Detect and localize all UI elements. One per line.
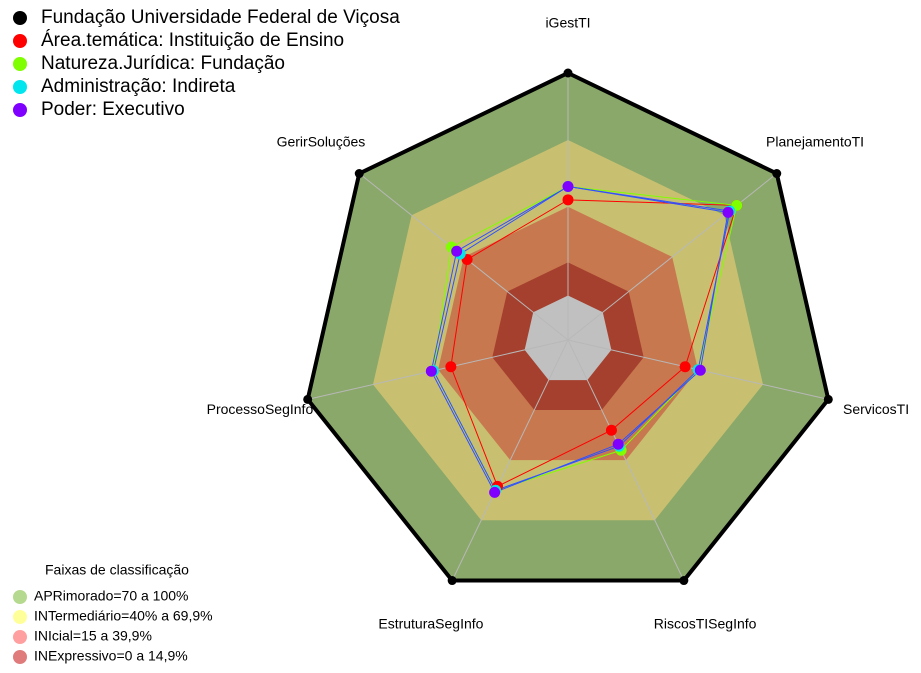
- axis-label: GerirSoluções: [277, 134, 366, 150]
- series-point: [605, 424, 617, 436]
- legend-label: Poder: Executivo: [41, 99, 185, 120]
- legend-label: Fundação Universidade Federal de Viçosa: [41, 7, 400, 28]
- series-point: [425, 365, 437, 377]
- axis-label: ProcessoSegInfo: [207, 401, 314, 417]
- legend-marker: [13, 57, 27, 71]
- series-point: [562, 194, 574, 206]
- series-point: [679, 361, 691, 373]
- series-point: [303, 394, 313, 404]
- bands-legend-label: INTermediário=40% a 69,9%: [34, 608, 213, 624]
- series-point: [772, 169, 782, 179]
- series-point: [451, 245, 463, 257]
- spoke: [567, 173, 778, 341]
- series-point: [679, 576, 689, 586]
- axis-label: iGestTI: [545, 15, 590, 31]
- legend-marker: [13, 11, 27, 25]
- series-point: [445, 361, 457, 373]
- series-point: [823, 394, 833, 404]
- legend-label: Área.temática: Instituição de Ensino: [41, 30, 344, 51]
- legend-marker: [13, 34, 27, 48]
- series-line: [432, 185, 738, 491]
- bands-legend-title: Faixas de classificação: [45, 562, 189, 578]
- series-point: [563, 68, 573, 78]
- series-line: [450, 199, 738, 488]
- bands-legend-marker: [13, 650, 27, 664]
- series-point: [489, 486, 501, 498]
- legend-label: Administração: Indireta: [41, 76, 236, 97]
- axis-label: PlanejamentoTI: [766, 134, 864, 150]
- legend-marker: [13, 80, 27, 94]
- series-point: [694, 364, 706, 376]
- bands-legend-label: APRimorado=70 a 100%: [34, 588, 189, 604]
- series-line: [430, 185, 729, 493]
- series-point: [562, 180, 574, 192]
- series-point: [722, 206, 734, 218]
- series-point: [612, 438, 624, 450]
- legend-marker: [13, 103, 27, 117]
- bands-legend-marker: [13, 630, 27, 644]
- bands-legend-label: INExpressivo=0 a 14,9%: [34, 648, 188, 664]
- axis-label: RiscosTISegInfo: [654, 615, 757, 631]
- bands-legend-label: INIcial=15 a 39,9%: [34, 628, 152, 644]
- axis-label: EstruturaSegInfo: [378, 615, 483, 631]
- legend-label: Natureza.Jurídica: Fundação: [41, 53, 285, 74]
- spoke: [451, 339, 569, 581]
- bands-legend-marker: [13, 610, 27, 624]
- spoke: [567, 339, 685, 581]
- series-point: [447, 576, 457, 586]
- series-line: [305, 70, 831, 583]
- bands-legend-marker: [13, 590, 27, 604]
- axis-label: ServicosTI: [843, 401, 909, 417]
- series-point: [354, 169, 364, 179]
